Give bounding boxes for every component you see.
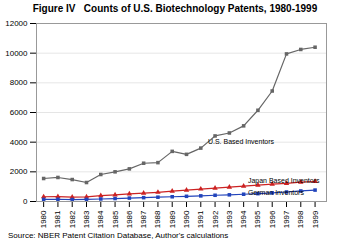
svg-text:Japan Based Inventors: Japan Based Inventors [248,177,320,185]
svg-text:1985: 1985 [111,210,120,228]
svg-text:1992: 1992 [211,210,220,228]
svg-text:1988: 1988 [153,210,162,228]
svg-text:1981: 1981 [53,210,62,228]
svg-text:1996: 1996 [268,210,277,228]
svg-text:1997: 1997 [282,210,291,228]
svg-text:1989: 1989 [168,210,177,228]
svg-text:0: 0 [23,197,28,206]
svg-text:1991: 1991 [196,210,205,228]
svg-text:10000: 10000 [5,49,28,58]
svg-text:2000: 2000 [10,167,28,176]
svg-text:6000: 6000 [10,108,28,117]
svg-text:12000: 12000 [5,19,28,28]
svg-text:1982: 1982 [68,210,77,228]
html-text:Figure IV Counts of U.S. Biote: Figure IV Counts of U.S. Biotechnology P… [32,3,318,14]
svg-text:1995: 1995 [253,210,262,228]
svg-text:1993: 1993 [225,210,234,228]
svg-text:1986: 1986 [125,210,134,228]
svg-text:1990: 1990 [182,210,191,228]
svg-text:1987: 1987 [139,210,148,228]
html-text:Source: NBER Patent Citation D: Source: NBER Patent Citation Database, A… [8,231,229,240]
svg-text:1984: 1984 [96,210,105,228]
svg-text:German Inventors: German Inventors [248,189,305,196]
svg-text:4000: 4000 [10,138,28,147]
svg-text:1980: 1980 [39,210,48,228]
svg-text:1983: 1983 [82,210,91,228]
svg-text:1999: 1999 [311,210,320,228]
svg-text:1998: 1998 [296,210,305,228]
svg-text:U.S. Based Inventors: U.S. Based Inventors [208,138,275,145]
svg-text:1994: 1994 [239,210,248,228]
svg-text:8000: 8000 [10,78,28,87]
